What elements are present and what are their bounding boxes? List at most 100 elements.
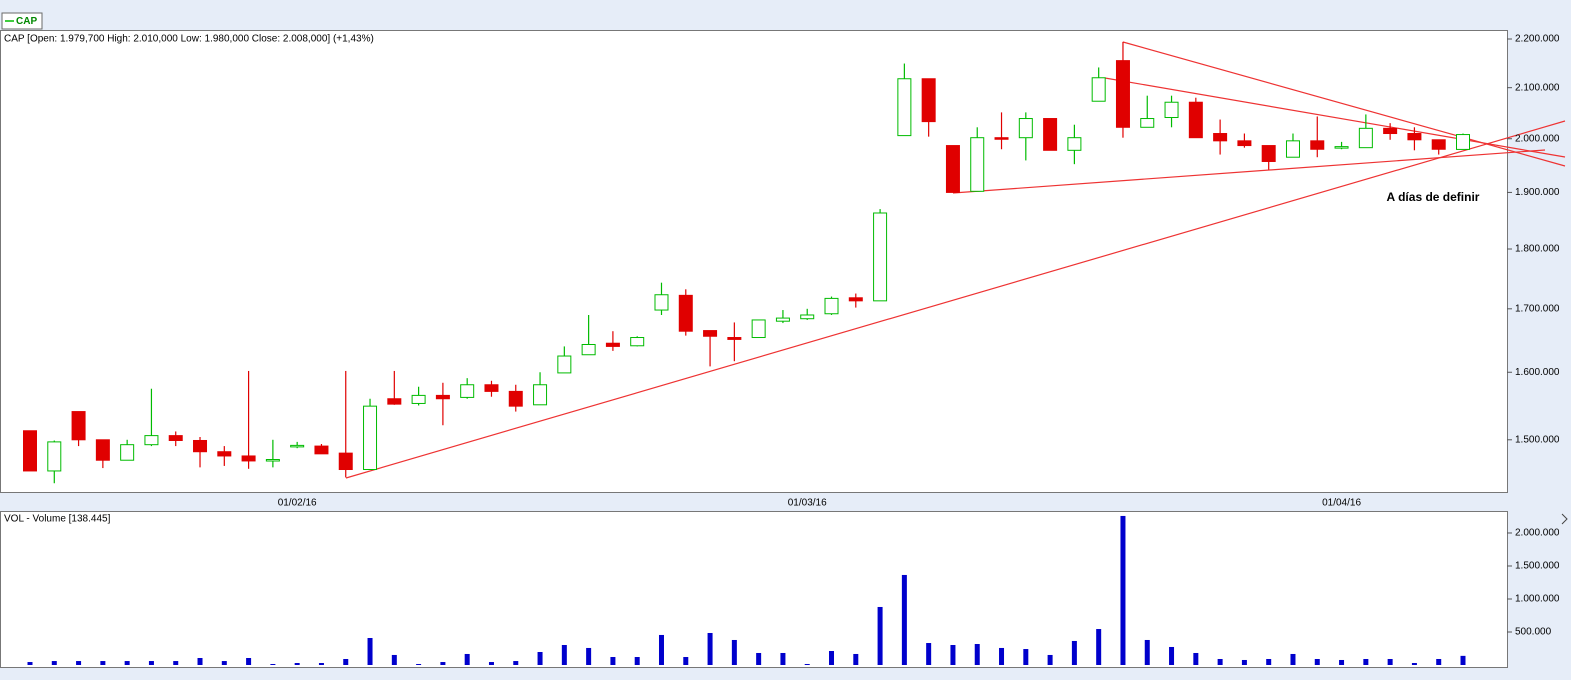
candle-body — [1310, 140, 1325, 150]
y-tick-label: 1.800.000 — [1515, 244, 1560, 255]
trend-lines — [345, 41, 1566, 479]
candle-body — [1407, 133, 1422, 141]
volume-bar — [1387, 658, 1393, 665]
volume-bar — [367, 638, 373, 665]
candle-body — [338, 452, 353, 471]
volume-bar — [1290, 653, 1296, 665]
y-tick-label: 1.700.000 — [1515, 303, 1560, 314]
volume-bar — [658, 634, 664, 665]
candle-body — [678, 294, 693, 332]
candle-body — [533, 384, 548, 406]
candle-body — [1067, 137, 1082, 151]
volume-bar — [294, 663, 300, 665]
y-tick-label: 2.000.000 — [1515, 133, 1560, 144]
candle-body — [775, 317, 790, 322]
trend-line — [345, 120, 1566, 479]
volume-bar — [1339, 659, 1345, 665]
candle-body — [751, 319, 766, 339]
volume-bar — [1096, 629, 1102, 665]
candle-body — [47, 441, 62, 472]
volume-bar — [901, 574, 907, 665]
volume-bar — [100, 661, 106, 665]
candle-body — [1383, 127, 1398, 135]
candle-body — [144, 435, 159, 446]
volume-bar — [76, 661, 82, 665]
volume-bar — [318, 663, 324, 665]
volume-bar — [1023, 649, 1029, 665]
volume-bar — [51, 661, 57, 665]
trend-line — [1122, 41, 1566, 167]
volume-bar — [1193, 652, 1199, 665]
legend-box[interactable] — [1, 12, 43, 30]
volume-bar — [586, 647, 592, 665]
volume-bar — [488, 662, 494, 665]
candle-body — [168, 435, 183, 441]
candle-body — [921, 78, 936, 123]
volume-bar — [829, 651, 835, 665]
volume-bar — [561, 644, 567, 665]
volume-bar — [221, 661, 227, 665]
candle-body — [654, 294, 669, 311]
volume-bar — [974, 644, 980, 665]
candle-body — [727, 337, 742, 340]
volume-bar — [1144, 639, 1150, 665]
volume-bar — [756, 652, 762, 665]
trend-line — [1104, 77, 1566, 158]
y-tick-label: 1.000.000 — [1515, 594, 1560, 605]
y-tick-label: 1.500.000 — [1515, 561, 1560, 572]
volume-bar — [1241, 659, 1247, 665]
candle-body — [508, 390, 523, 407]
candle-body — [703, 330, 718, 337]
candle-body — [800, 314, 815, 320]
volume-bar — [683, 657, 689, 665]
volume-bar — [513, 661, 519, 665]
candle-body — [411, 394, 426, 404]
candle-body — [265, 459, 280, 462]
candle-body — [71, 411, 86, 441]
candle-body — [387, 398, 402, 405]
legend-label: CAP — [16, 16, 37, 27]
trend-line — [952, 149, 1546, 194]
candle-body — [1237, 140, 1252, 147]
volume-bar — [1411, 663, 1417, 665]
volume-bar — [391, 654, 397, 665]
volume-bar — [440, 662, 446, 665]
y-tick-label: 1.600.000 — [1515, 367, 1560, 378]
candle-body — [193, 439, 208, 453]
candle-body — [435, 394, 450, 400]
volume-panel — [0, 511, 1508, 668]
volume-bar — [124, 661, 130, 665]
candle-body — [290, 444, 305, 448]
volume-bar — [416, 664, 422, 665]
volume-bar — [877, 606, 883, 665]
candle-body — [1164, 101, 1179, 119]
volume-bar — [246, 658, 252, 665]
volume-bar — [1071, 640, 1077, 665]
candle-body — [1188, 101, 1203, 139]
y-tick-label: 2.200.000 — [1515, 34, 1560, 45]
volume-bar — [270, 664, 276, 665]
volume-bar — [537, 651, 543, 665]
volume-bar — [173, 661, 179, 665]
scroll-arrow[interactable] — [1561, 513, 1568, 525]
candle-body — [994, 137, 1009, 140]
volume-bar — [1047, 654, 1053, 665]
volume-bar — [1169, 646, 1175, 665]
volume-bar — [1314, 658, 1320, 665]
x-tick-label: 01/03/16 — [788, 498, 827, 509]
candle-body — [1213, 133, 1228, 142]
volume-bar — [197, 658, 203, 665]
volume-bar — [464, 653, 470, 665]
candle-body — [897, 78, 912, 137]
x-tick-label: 01/02/16 — [278, 498, 317, 509]
candle-body — [848, 297, 863, 302]
volume-header: VOL - Volume [138.445] — [4, 514, 111, 525]
candle-body — [95, 439, 110, 461]
candle-body — [241, 455, 256, 462]
volume-bar — [707, 632, 713, 665]
candle-body — [460, 384, 475, 398]
candle-body — [363, 405, 378, 471]
y-tick-label: 500.000 — [1515, 627, 1552, 638]
y-tick-label: 1.900.000 — [1515, 187, 1560, 198]
